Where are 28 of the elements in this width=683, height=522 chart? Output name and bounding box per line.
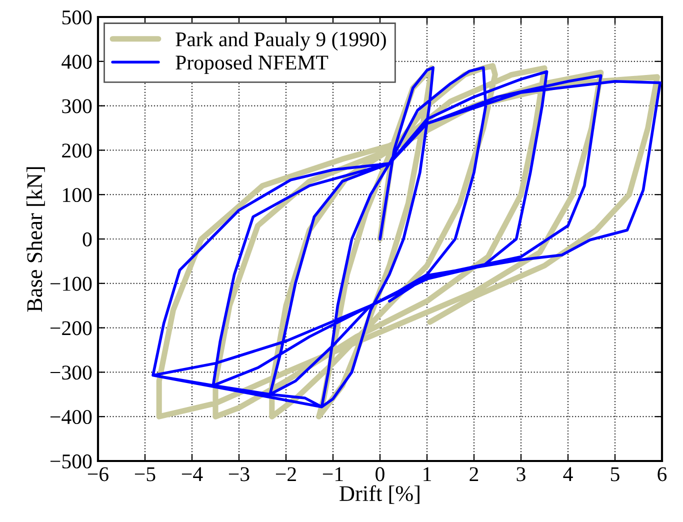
y-tick-label: 100 [63,188,92,202]
x-tick-label: −1 [322,467,343,482]
x-tick-label: 1 [424,467,431,482]
x-tick-label: −2 [276,467,296,482]
y-tick-label: 0 [82,232,92,246]
legend-label: Park and Paualy 9 (1990) [176,32,386,51]
x-tick-label: −4 [182,467,203,482]
x-tick-label: 3 [516,467,526,482]
x-tick-label: 2 [470,467,478,482]
y-tick-label: −100 [50,276,92,291]
x-tick-label: −6 [88,467,108,482]
y-tick-label: −500 [50,454,92,468]
y-tick-label: −300 [50,366,92,380]
legend-label: Proposed NFEMT [176,54,328,74]
y-tick-label: 200 [62,144,92,158]
y-tick-label: 400 [62,54,92,69]
y-tick-label: 300 [62,99,92,114]
y-axis-title: Base Shear [kN] [26,167,45,312]
x-tick-label: 6 [658,467,667,482]
x-tick-label: 0 [376,467,384,482]
y-tick-label: 500 [62,10,92,24]
x-tick-label: −3 [228,467,250,482]
y-tick-label: −200 [50,321,92,336]
x-axis-title: Drift [%] [340,485,420,504]
x-tick-label: 5 [611,467,620,482]
y-tick-label: −400 [50,410,92,424]
x-tick-label: 4 [563,467,573,482]
x-tick-label: −5 [134,467,156,482]
